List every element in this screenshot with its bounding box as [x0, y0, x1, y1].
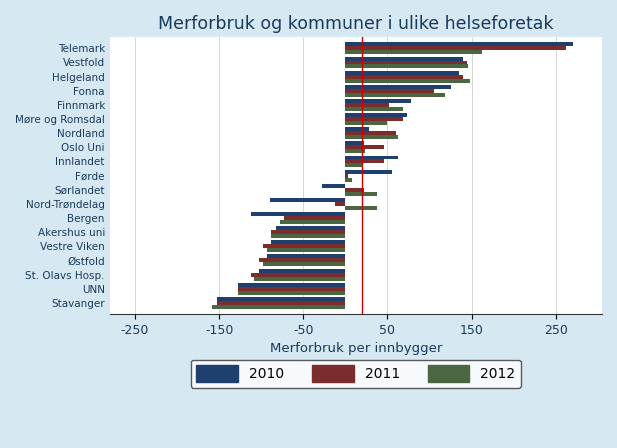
- Bar: [238, 291, 346, 295]
- Bar: [346, 113, 407, 117]
- Bar: [346, 117, 402, 121]
- Bar: [346, 170, 392, 174]
- Bar: [346, 145, 384, 149]
- Title: Merforbruk og kommuner i ulike helseforetak: Merforbruk og kommuner i ulike helsefore…: [158, 15, 553, 33]
- Bar: [346, 135, 397, 139]
- Bar: [346, 149, 365, 153]
- Bar: [346, 93, 445, 97]
- Bar: [346, 192, 378, 196]
- Bar: [284, 216, 346, 220]
- Bar: [346, 107, 402, 111]
- Bar: [346, 174, 348, 177]
- Bar: [271, 230, 346, 234]
- Bar: [217, 301, 346, 305]
- Bar: [346, 127, 369, 131]
- Bar: [271, 234, 346, 238]
- Bar: [346, 43, 573, 47]
- Bar: [251, 212, 346, 216]
- Bar: [346, 85, 450, 89]
- Bar: [276, 226, 346, 230]
- Bar: [346, 60, 467, 65]
- Bar: [212, 305, 346, 309]
- Bar: [346, 50, 482, 54]
- Bar: [254, 276, 346, 280]
- Bar: [238, 283, 346, 287]
- Bar: [322, 184, 346, 188]
- Bar: [346, 78, 470, 82]
- Bar: [346, 121, 387, 125]
- Bar: [346, 188, 364, 192]
- Bar: [346, 75, 463, 78]
- Bar: [346, 89, 434, 93]
- Bar: [346, 142, 364, 145]
- Bar: [346, 47, 566, 50]
- Bar: [346, 155, 397, 159]
- Bar: [263, 263, 346, 267]
- Bar: [346, 71, 459, 75]
- Bar: [267, 254, 346, 258]
- Bar: [267, 248, 346, 252]
- Bar: [271, 240, 346, 244]
- Bar: [346, 164, 362, 168]
- Bar: [263, 244, 346, 248]
- Bar: [217, 297, 346, 301]
- Bar: [251, 272, 346, 276]
- Bar: [346, 56, 463, 60]
- Bar: [346, 177, 352, 181]
- Bar: [346, 159, 384, 164]
- Bar: [346, 99, 411, 103]
- Bar: [259, 269, 346, 272]
- Bar: [238, 287, 346, 291]
- Bar: [346, 65, 468, 69]
- Bar: [335, 202, 346, 206]
- Bar: [259, 258, 346, 263]
- Bar: [280, 220, 346, 224]
- X-axis label: Merforbruk per innbygger: Merforbruk per innbygger: [270, 342, 442, 355]
- Bar: [270, 198, 346, 202]
- Bar: [346, 103, 389, 107]
- Bar: [346, 131, 396, 135]
- Bar: [346, 206, 378, 210]
- Legend: 2010, 2011, 2012: 2010, 2011, 2012: [191, 360, 521, 388]
